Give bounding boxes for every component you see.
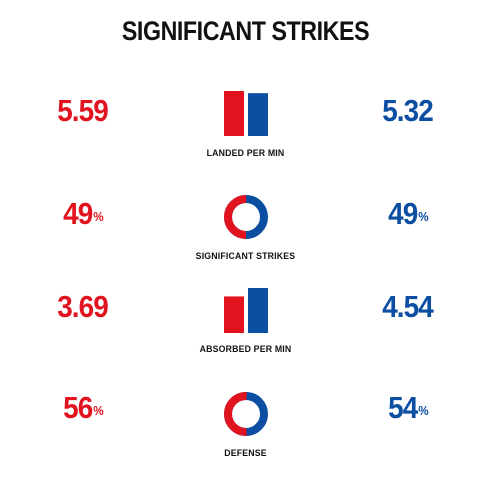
- red-value: 49%: [38, 196, 128, 232]
- blue-value-number: 4.54: [382, 289, 434, 324]
- metric-label: LANDED PER MIN: [206, 148, 285, 159]
- red-value-number: 56: [63, 390, 93, 425]
- blue-value-number: 5.32: [382, 93, 434, 128]
- blue-value-suffix: %: [418, 403, 428, 418]
- bar-red: [224, 91, 244, 136]
- red-value-suffix: %: [93, 403, 103, 418]
- bar-blue: [248, 288, 268, 333]
- blue-value: 4.54: [363, 289, 453, 325]
- blue-value: 49%: [363, 196, 453, 232]
- bar-red: [224, 296, 244, 333]
- blue-value: 5.32: [363, 93, 453, 129]
- donut-red: [224, 195, 268, 239]
- donut-glyph: [224, 195, 268, 239]
- red-value: 56%: [38, 390, 128, 426]
- donut-glyph: [223, 392, 268, 436]
- red-value-number: 5.59: [57, 93, 109, 128]
- chart-title: SIGNIFICANT STRIKES: [121, 16, 370, 46]
- bar-glyph: [224, 91, 268, 136]
- red-value: 3.69: [38, 289, 128, 325]
- red-value-number: 3.69: [57, 289, 109, 324]
- red-value-number: 49: [63, 196, 93, 231]
- red-value-suffix: %: [93, 209, 103, 224]
- metric-label: SIGNIFICANT STRIKES: [195, 251, 296, 262]
- bar-glyph: [224, 288, 268, 333]
- red-value: 5.59: [38, 93, 128, 129]
- metric-label: ABSORBED PER MIN: [199, 344, 292, 355]
- bar-blue: [248, 93, 268, 136]
- blue-value-suffix: %: [418, 209, 428, 224]
- blue-value-number: 54: [388, 390, 418, 425]
- blue-value: 54%: [363, 390, 453, 426]
- blue-value-number: 49: [388, 196, 418, 231]
- metric-label: DEFENSE: [224, 448, 267, 459]
- donut-red: [223, 392, 268, 436]
